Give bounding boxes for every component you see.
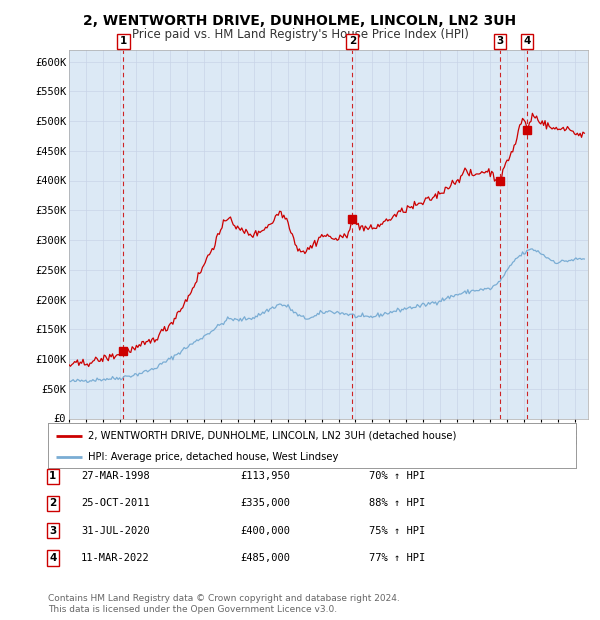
Text: 4: 4 [523,37,531,46]
Text: Contains HM Land Registry data © Crown copyright and database right 2024.: Contains HM Land Registry data © Crown c… [48,593,400,603]
Text: Price paid vs. HM Land Registry's House Price Index (HPI): Price paid vs. HM Land Registry's House … [131,28,469,41]
Text: 1: 1 [120,37,127,46]
Text: 2, WENTWORTH DRIVE, DUNHOLME, LINCOLN, LN2 3UH: 2, WENTWORTH DRIVE, DUNHOLME, LINCOLN, L… [83,14,517,28]
Text: 27-MAR-1998: 27-MAR-1998 [81,471,150,481]
Text: 3: 3 [49,526,56,536]
Text: 75% ↑ HPI: 75% ↑ HPI [369,526,425,536]
Text: 31-JUL-2020: 31-JUL-2020 [81,526,150,536]
Text: 77% ↑ HPI: 77% ↑ HPI [369,553,425,563]
Text: £335,000: £335,000 [240,498,290,508]
Text: This data is licensed under the Open Government Licence v3.0.: This data is licensed under the Open Gov… [48,604,337,614]
Text: 70% ↑ HPI: 70% ↑ HPI [369,471,425,481]
Text: 11-MAR-2022: 11-MAR-2022 [81,553,150,563]
Text: 88% ↑ HPI: 88% ↑ HPI [369,498,425,508]
Text: 25-OCT-2011: 25-OCT-2011 [81,498,150,508]
Text: HPI: Average price, detached house, West Lindsey: HPI: Average price, detached house, West… [88,452,338,462]
Text: £400,000: £400,000 [240,526,290,536]
Text: 2: 2 [49,498,56,508]
Text: 2: 2 [349,37,356,46]
Text: 1: 1 [49,471,56,481]
Text: £113,950: £113,950 [240,471,290,481]
Text: £485,000: £485,000 [240,553,290,563]
Text: 3: 3 [496,37,503,46]
Text: 4: 4 [49,553,56,563]
Text: 2, WENTWORTH DRIVE, DUNHOLME, LINCOLN, LN2 3UH (detached house): 2, WENTWORTH DRIVE, DUNHOLME, LINCOLN, L… [88,430,456,441]
